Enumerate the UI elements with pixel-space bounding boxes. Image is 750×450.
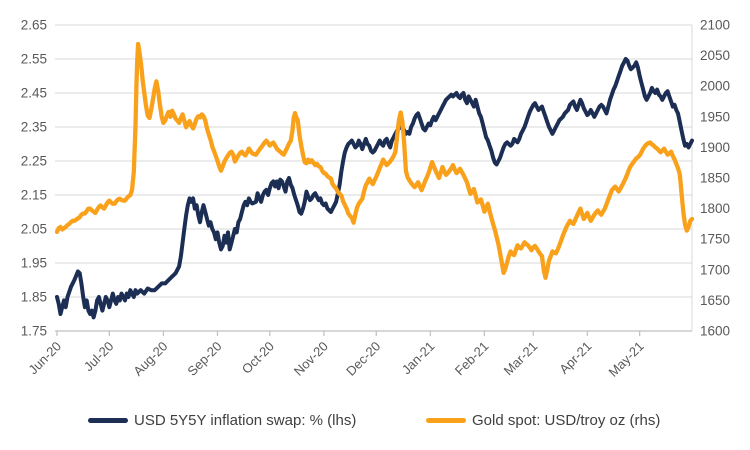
gridlines xyxy=(55,24,692,298)
left-axis-tick-label: 2.45 xyxy=(21,86,47,101)
left-axis-tick-labels: 2.65 2.55 2.45 2.35 2.25 2.15 2.05 1.95 1.85 1.75 xyxy=(21,18,47,339)
left-axis-tick-label: 1.95 xyxy=(21,256,47,271)
left-axis-tick-label: 2.25 xyxy=(21,154,47,169)
left-axis-tick-label: 2.65 xyxy=(21,18,47,33)
gold-legend-swatch xyxy=(426,417,466,423)
series-lines xyxy=(54,41,695,320)
left-axis-tick-label: 2.55 xyxy=(21,52,47,67)
right-axis-tick-labels: 2100 2050 2000 1950 1900 1850 1800 1750 1700 1650… xyxy=(700,18,730,339)
usd-5y5y-inflation-swap-line xyxy=(55,57,694,320)
x-axis-tick-label: Aug-20 xyxy=(130,339,170,379)
right-axis-tick-label: 2050 xyxy=(700,48,730,63)
legend: USD 5Y5Y inflation swap: % (lhs) Gold sp… xyxy=(0,411,750,435)
x-axis-tick-label: Dec-20 xyxy=(343,339,383,379)
legend-item-inflation-swap: USD 5Y5Y inflation swap: % (lhs) xyxy=(88,411,356,429)
x-axis-tick-label: May-21 xyxy=(606,339,647,380)
right-axis-tick-label: 1950 xyxy=(700,109,730,124)
x-axis-tick-label: Jun-20 xyxy=(25,339,64,378)
gold-spot-line xyxy=(54,41,695,280)
right-axis-tick-label: 1800 xyxy=(700,201,730,216)
right-axis-tick-label: 2100 xyxy=(700,18,730,33)
x-axis-tick-label: Sep-20 xyxy=(184,339,224,379)
left-axis-tick-label: 2.35 xyxy=(21,120,47,135)
x-axis-tick-label: Jul-20 xyxy=(81,339,117,375)
x-axis-tick-labels: Jun-20 Jul-20 Aug-20 Sep-20 Oct-20 Nov-20 Dec-… xyxy=(25,339,646,380)
gold-legend-label: Gold spot: USD/troy oz (rhs) xyxy=(472,411,661,429)
inflation-swap-legend-label: USD 5Y5Y inflation swap: % (lhs) xyxy=(134,411,357,429)
left-axis-tick-label: 2.15 xyxy=(21,188,47,203)
left-axis-tick-label: 1.85 xyxy=(21,290,47,305)
right-axis-tick-label: 1700 xyxy=(700,262,730,277)
right-axis-tick-label: 2000 xyxy=(700,79,730,94)
axis-lines-and-ticks xyxy=(55,25,693,336)
x-axis-tick-label: Oct-20 xyxy=(239,339,277,377)
legend-item-gold: Gold spot: USD/troy oz (rhs) xyxy=(426,411,660,429)
right-axis-tick-label: 1750 xyxy=(700,232,730,247)
right-axis-tick-label: 1850 xyxy=(700,171,730,186)
x-axis-tick-label: Jan-21 xyxy=(399,339,438,378)
x-axis-tick-label: Nov-20 xyxy=(291,339,331,379)
right-axis-tick-label: 1600 xyxy=(700,324,730,339)
x-axis-tick-label: Feb-21 xyxy=(452,339,492,379)
right-axis-tick-label: 1900 xyxy=(700,140,730,155)
left-axis-tick-label: 1.75 xyxy=(21,324,47,339)
x-axis-tick-label: Mar-21 xyxy=(501,339,541,379)
x-axis-tick-label: Apr-21 xyxy=(556,339,594,377)
left-axis-tick-label: 2.05 xyxy=(21,222,47,237)
right-axis-tick-label: 1650 xyxy=(700,293,730,308)
inflation-swap-legend-swatch xyxy=(88,417,128,423)
